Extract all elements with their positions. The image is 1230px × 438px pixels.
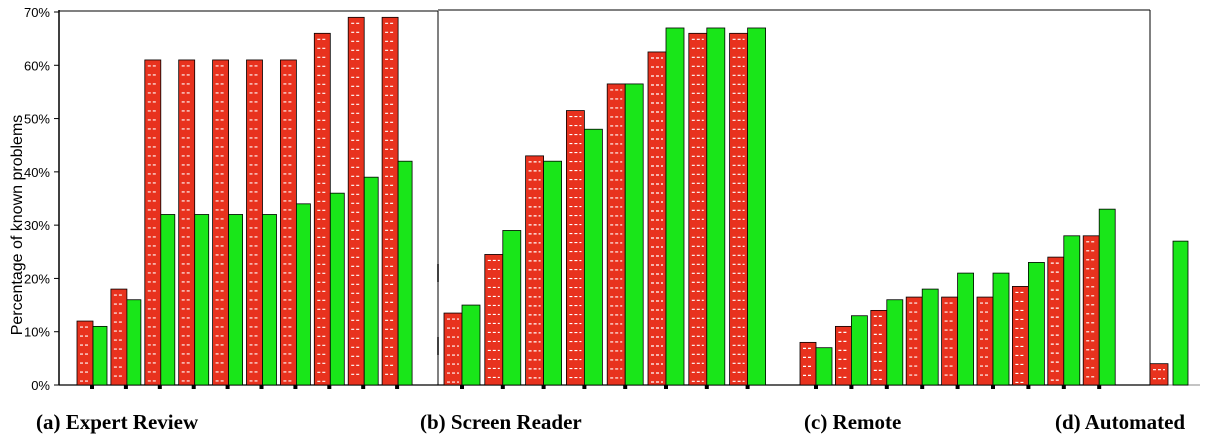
- x-tick: [849, 385, 854, 389]
- bar-green: [957, 272, 974, 386]
- y-tick-label: 10%: [24, 325, 50, 340]
- bar-red: [688, 32, 708, 386]
- x-tick: [884, 385, 889, 389]
- x-tick: [293, 385, 298, 389]
- x-tick: [541, 385, 546, 389]
- bar-green: [228, 214, 244, 386]
- bar-green: [921, 288, 939, 386]
- bar-green: [363, 176, 379, 386]
- bar-green: [1028, 262, 1045, 386]
- x-tick: [955, 385, 960, 389]
- bar-green: [747, 27, 766, 386]
- y-tick-label: 20%: [24, 271, 50, 286]
- bar-red: [729, 32, 748, 386]
- bar-green: [584, 128, 603, 386]
- x-tick: [745, 385, 750, 389]
- panel-label-b: (b) Screen Reader: [420, 410, 582, 434]
- bar-red: [484, 254, 504, 386]
- panel-label-a: (a) Expert Review: [36, 410, 199, 434]
- bar-green: [1172, 240, 1189, 386]
- bar-green: [886, 299, 904, 386]
- x-tick: [1097, 385, 1102, 389]
- x-tick: [90, 385, 94, 389]
- x-tick: [1061, 385, 1066, 389]
- bar-green: [92, 325, 108, 386]
- bar-red: [443, 312, 463, 386]
- bar-green: [262, 214, 277, 386]
- bar-red: [313, 32, 331, 386]
- bar-green: [1063, 235, 1081, 386]
- bar-green: [461, 304, 481, 386]
- bar-green: [706, 27, 726, 386]
- bar-red: [566, 110, 585, 386]
- panel-label-d: (d) Automated: [1055, 410, 1185, 434]
- bar-red: [905, 296, 923, 386]
- bar-green: [397, 160, 413, 386]
- bar-green: [992, 272, 1010, 386]
- bar-green: [194, 214, 210, 386]
- x-tick: [920, 385, 925, 389]
- bar-red: [76, 320, 94, 386]
- x-tick: [664, 385, 668, 389]
- bar-green: [851, 315, 868, 386]
- y-tick-label: 50%: [24, 112, 50, 127]
- y-tick-label: 0%: [31, 378, 50, 393]
- bar-red: [976, 296, 994, 386]
- x-tick: [814, 385, 818, 389]
- x-tick: [500, 385, 505, 389]
- y-axis-title: Percentage of known problems: [9, 115, 26, 336]
- bar-red: [647, 51, 667, 386]
- bar-green: [543, 160, 562, 386]
- bar-green: [502, 230, 522, 386]
- bar-green: [126, 299, 142, 386]
- bar-red: [1047, 256, 1065, 386]
- x-tick: [991, 385, 995, 389]
- x-tick: [623, 385, 628, 389]
- x-tick: [157, 385, 162, 389]
- x-tick: [1026, 385, 1031, 389]
- x-tick: [225, 385, 230, 389]
- bar-green: [815, 347, 833, 386]
- x-tick: [361, 385, 366, 389]
- panel-label-c: (c) Remote: [804, 410, 901, 434]
- y-tick-label: 70%: [24, 5, 50, 20]
- bar-red: [870, 309, 888, 386]
- bar-green: [1098, 208, 1116, 386]
- x-tick: [191, 385, 196, 389]
- bar-green: [295, 203, 311, 386]
- x-tick: [704, 385, 709, 389]
- x-tick: [123, 385, 128, 389]
- x-tick: [582, 385, 587, 389]
- y-tick-label: 40%: [24, 165, 50, 180]
- x-tick: [395, 385, 400, 389]
- bar-red: [1149, 363, 1169, 386]
- y-tick-label: 30%: [24, 218, 50, 233]
- bar-green: [329, 192, 345, 386]
- x-tick: [259, 385, 264, 389]
- bar-green: [624, 83, 644, 386]
- y-tick-label: 60%: [24, 58, 50, 73]
- bar-red: [1082, 235, 1100, 386]
- bar-green: [160, 214, 176, 386]
- bar-red: [110, 288, 128, 386]
- bar-red: [941, 296, 958, 386]
- bar-red: [835, 325, 852, 386]
- x-tick: [327, 385, 332, 389]
- bar-green: [665, 27, 685, 386]
- x-tick: [460, 385, 464, 389]
